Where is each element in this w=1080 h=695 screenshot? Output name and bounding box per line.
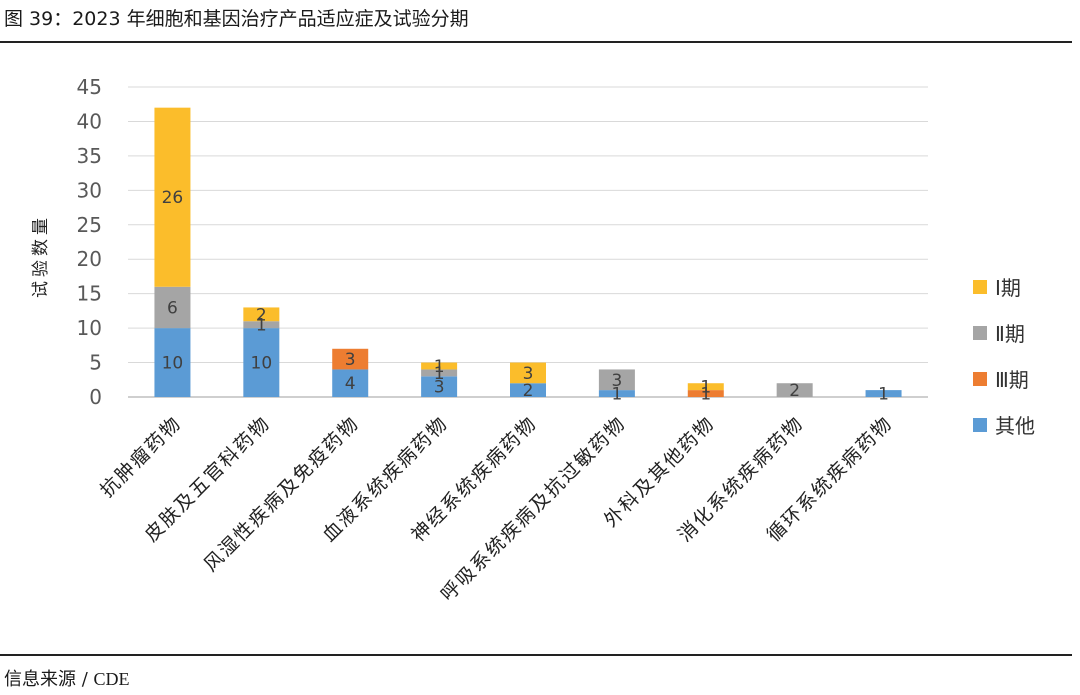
x-tick-label: 呼吸系统疾病及抗过敏药物 — [437, 412, 631, 606]
bar-segment — [598, 369, 635, 391]
data-label: 3 — [434, 378, 445, 398]
source-separator: / — [81, 669, 88, 690]
bar-segment — [510, 383, 546, 397]
bar-segment — [510, 362, 546, 384]
data-label: 1 — [700, 385, 711, 405]
bar-segment — [687, 383, 724, 391]
data-label: 2 — [256, 305, 267, 325]
source-label: 信息来源 — [4, 669, 76, 690]
legend-swatch — [973, 372, 987, 386]
legend-label: Ⅰ期 — [995, 276, 1021, 300]
bar-segment — [421, 376, 458, 397]
data-label: 3 — [611, 371, 622, 391]
y-tick-label: 40 — [77, 109, 102, 133]
source-org: CDE — [93, 669, 130, 689]
bar-segment — [154, 328, 191, 397]
bar-segment — [243, 328, 280, 397]
top-rule — [0, 41, 1072, 43]
data-label: 1 — [700, 378, 711, 398]
data-label: 1 — [611, 385, 622, 405]
bar-segment — [421, 362, 458, 370]
bar-segment — [598, 390, 635, 397]
data-label: 6 — [167, 298, 178, 318]
data-label: 10 — [251, 354, 273, 374]
data-label: 1 — [434, 364, 445, 384]
legend-label: Ⅲ期 — [995, 368, 1029, 392]
y-tick-label: 0 — [89, 385, 102, 409]
data-label: 1 — [434, 357, 445, 377]
bar-segment — [332, 369, 369, 397]
data-label: 3 — [345, 350, 356, 370]
data-label: 1 — [256, 316, 267, 336]
figure-title: 图 39：2023 年细胞和基因治疗产品适应症及试验分期 — [4, 8, 469, 30]
y-tick-label: 45 — [77, 75, 102, 99]
y-tick-label: 5 — [89, 351, 102, 375]
bar-segment — [154, 107, 191, 287]
x-tick-label: 风湿性疾病及免疫药物 — [200, 412, 364, 576]
bar-segment — [421, 369, 458, 377]
bottom-rule — [0, 654, 1072, 656]
legend-swatch — [973, 326, 987, 340]
bar-segment — [865, 390, 902, 397]
bar-segment — [243, 321, 280, 329]
y-tick-label: 15 — [77, 282, 102, 306]
y-axis-ticks: 0 5 10 15 20 25 30 35 40 45 — [77, 75, 102, 409]
legend-swatch — [973, 418, 987, 432]
source-note: 信息来源 / CDE — [4, 665, 130, 691]
bar-segment — [776, 383, 813, 397]
x-tick-label: 抗肿瘤药物 — [96, 412, 186, 502]
x-axis-ticks: 抗肿瘤药物皮肤及五官科药物风湿性疾病及免疫药物血液系统疾病药物神经系统疾病药物呼… — [96, 412, 897, 606]
data-label: 3 — [523, 364, 534, 384]
data-label: 26 — [162, 188, 184, 208]
bar-segment — [332, 348, 369, 370]
data-label: 2 — [523, 381, 534, 401]
bar-segment — [687, 390, 724, 397]
data-label: 2 — [789, 381, 800, 401]
legend-label: 其他 — [995, 414, 1035, 438]
y-tick-label: 30 — [77, 178, 102, 202]
y-tick-label: 25 — [77, 213, 102, 237]
y-tick-label: 10 — [77, 316, 102, 340]
data-label: 4 — [345, 374, 356, 394]
y-tick-label: 35 — [77, 144, 102, 168]
bar-segment — [154, 286, 191, 329]
bar-segment — [243, 307, 280, 322]
legend-label: Ⅱ期 — [995, 322, 1025, 346]
y-tick-label: 20 — [77, 247, 102, 271]
legend-swatch — [973, 280, 987, 294]
y-axis-label: 试验数量 — [31, 214, 51, 298]
bars — [154, 107, 902, 397]
data-label: 1 — [878, 385, 889, 405]
data-label: 10 — [162, 354, 184, 374]
